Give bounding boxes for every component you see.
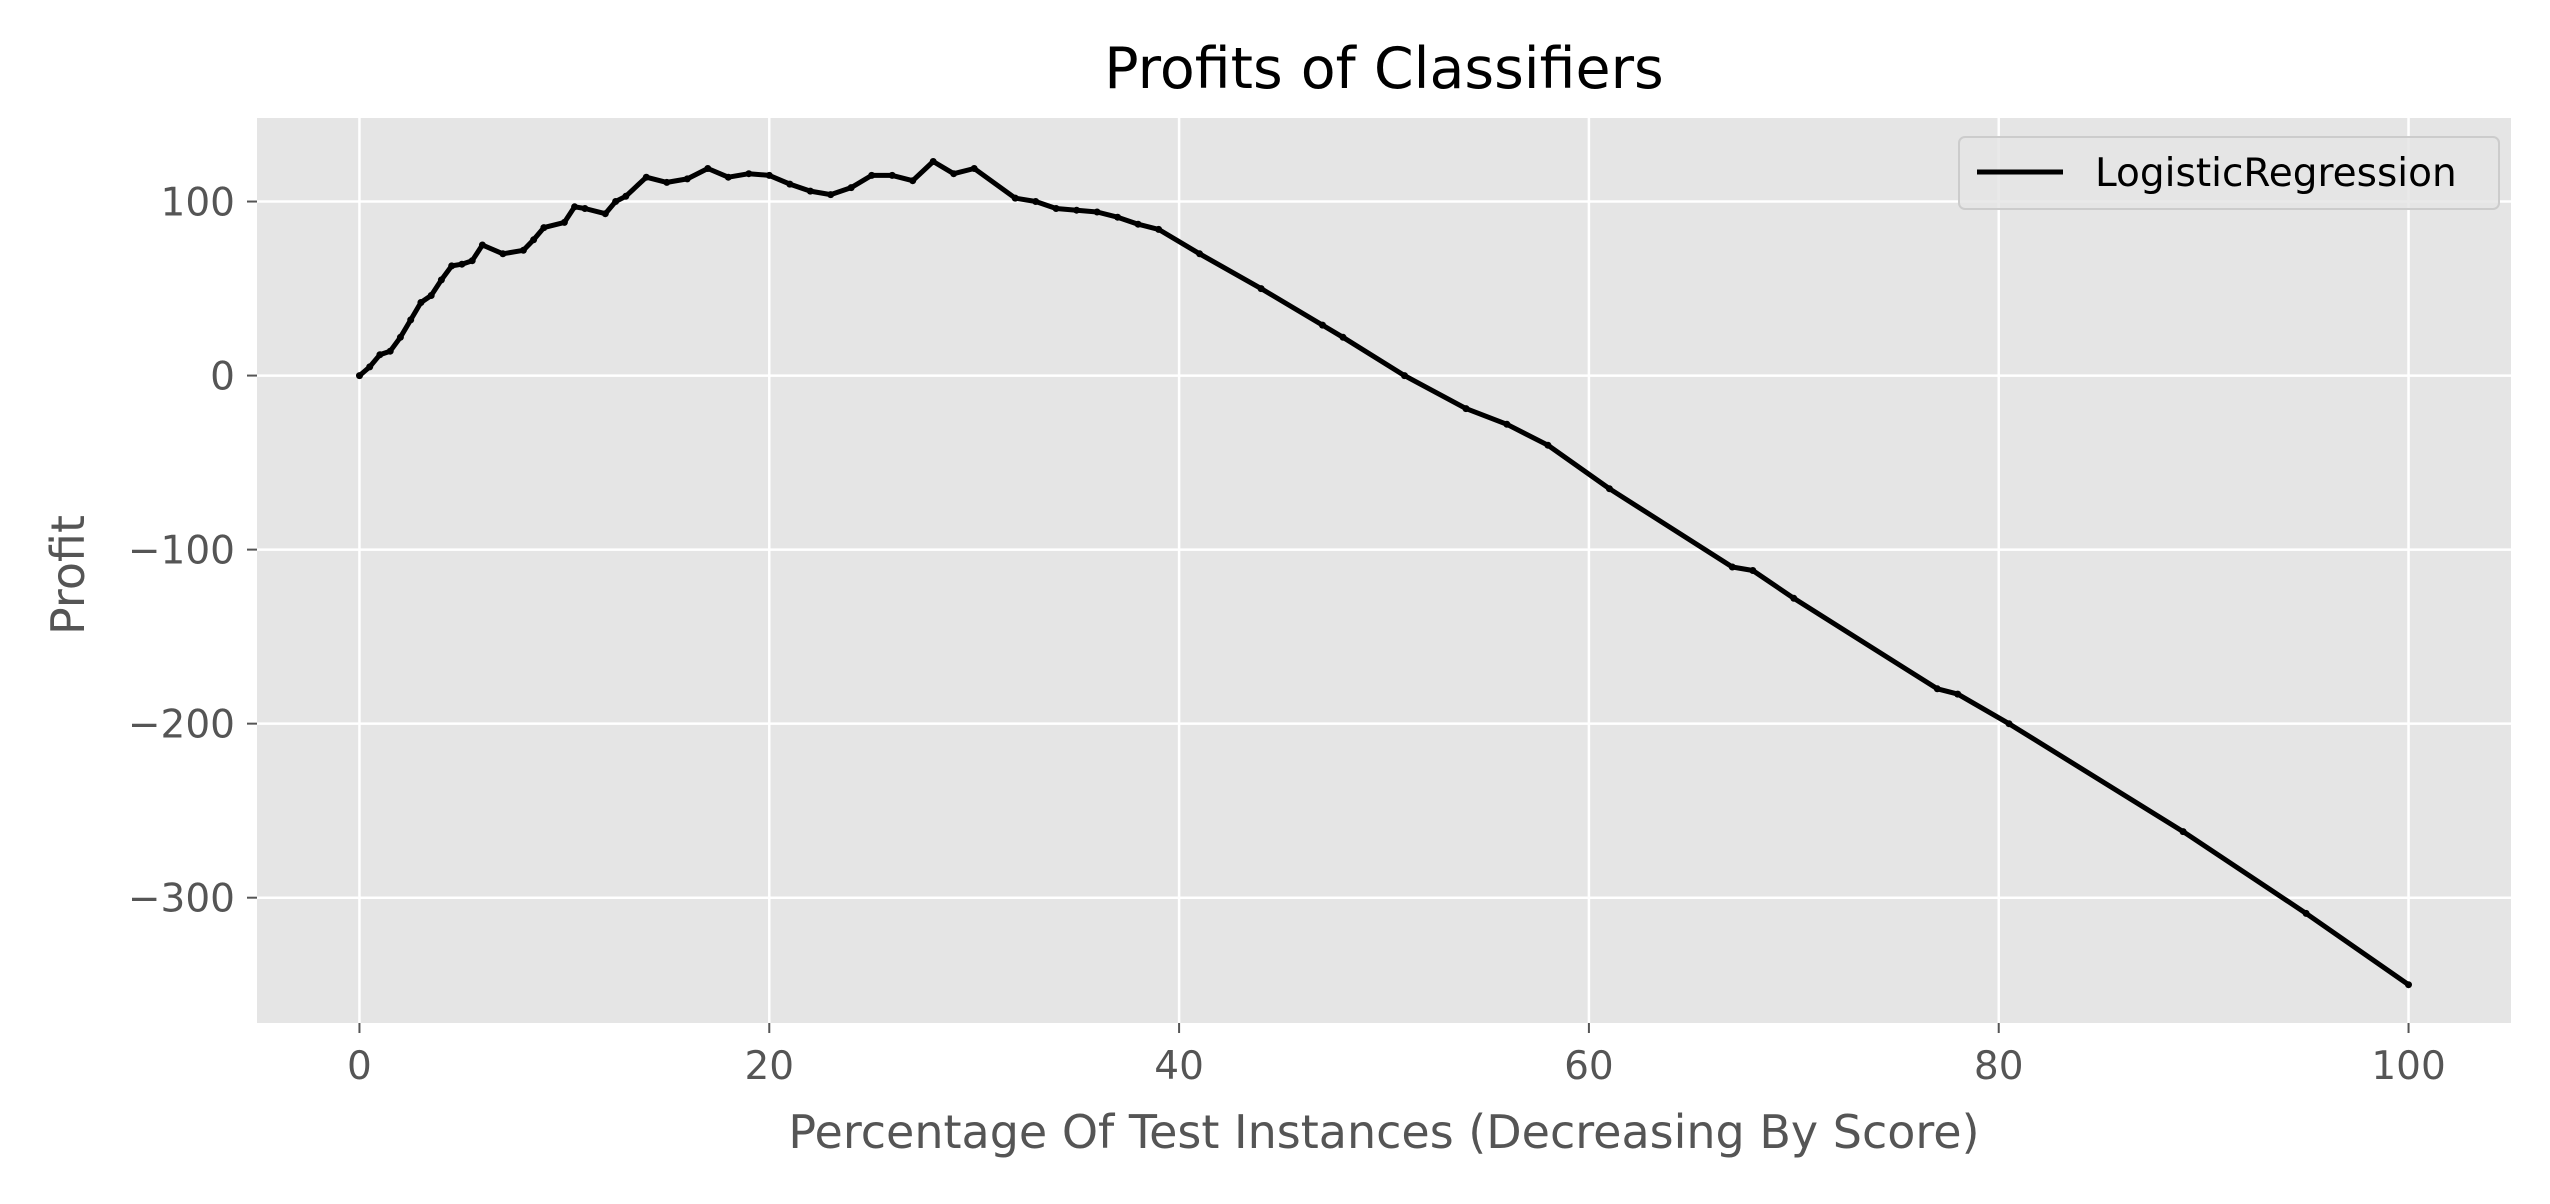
data-point xyxy=(2005,720,2013,728)
data-point xyxy=(356,372,363,380)
data-point xyxy=(1954,690,1962,698)
y-tick-label: −100 xyxy=(128,529,235,574)
plot-area xyxy=(257,118,2511,1023)
data-point xyxy=(601,210,609,218)
data-point xyxy=(1749,567,1757,574)
data-point xyxy=(683,175,691,183)
data-point xyxy=(765,171,773,179)
data-point xyxy=(909,177,917,185)
x-tick-label: 20 xyxy=(744,1044,794,1089)
x-tick-label: 0 xyxy=(347,1044,372,1089)
data-point xyxy=(519,246,527,254)
data-point xyxy=(827,191,835,199)
data-point xyxy=(1052,205,1060,212)
data-point xyxy=(1339,333,1347,341)
data-point xyxy=(1196,250,1204,258)
y-tick-label: 100 xyxy=(161,181,235,226)
data-point xyxy=(1462,405,1470,413)
data-point xyxy=(540,224,548,232)
y-tick-label: −300 xyxy=(128,877,235,922)
data-point xyxy=(612,198,620,205)
data-point xyxy=(1605,485,1613,493)
data-point xyxy=(847,184,855,192)
data-point xyxy=(868,171,876,179)
x-tick-label: 40 xyxy=(1154,1044,1204,1089)
data-point xyxy=(560,218,568,226)
data-point xyxy=(1933,685,1941,693)
data-point xyxy=(806,187,814,195)
data-point xyxy=(1093,208,1101,216)
data-point xyxy=(622,192,630,200)
data-point xyxy=(458,260,466,268)
data-point xyxy=(704,165,712,172)
data-point xyxy=(478,241,486,249)
data-point xyxy=(929,158,937,165)
series-layer xyxy=(356,158,2412,989)
data-point xyxy=(366,363,374,371)
data-point xyxy=(1790,594,1798,602)
axis-ticks: 0 20 40 60 80 100 100 0 −100 −200 −300 xyxy=(128,181,2446,1089)
data-point xyxy=(427,292,435,299)
x-tick-label: 100 xyxy=(2371,1044,2445,1089)
data-point xyxy=(2405,981,2412,989)
data-point xyxy=(1155,225,1163,233)
data-point xyxy=(642,173,650,181)
x-tick-label: 60 xyxy=(1564,1044,1614,1089)
data-point xyxy=(571,203,579,211)
y-tick-label: 0 xyxy=(210,355,235,400)
data-point xyxy=(1011,194,1019,202)
data-point xyxy=(888,171,896,179)
data-point xyxy=(1257,285,1265,293)
data-point xyxy=(724,173,732,181)
chart-title: Profits of Classifiers xyxy=(1104,36,1663,102)
data-point xyxy=(1134,220,1142,228)
data-point xyxy=(1114,213,1122,221)
legend-label: LogisticRegression xyxy=(2095,151,2457,196)
data-point xyxy=(386,347,394,355)
legend-box xyxy=(1958,136,2500,210)
data-point xyxy=(786,180,794,188)
legend: LogisticRegression xyxy=(1958,136,2500,210)
data-point xyxy=(468,257,476,265)
y-tick-label: −200 xyxy=(128,703,235,748)
data-point xyxy=(376,351,384,359)
data-point xyxy=(1544,441,1552,449)
data-point xyxy=(1073,206,1081,214)
data-point xyxy=(530,236,538,244)
data-point xyxy=(417,299,425,306)
data-point xyxy=(396,333,404,341)
y-axis-label: Profit xyxy=(41,515,95,635)
data-point xyxy=(1032,198,1040,205)
data-point xyxy=(437,276,445,284)
data-point xyxy=(1503,420,1511,428)
data-point xyxy=(407,316,415,324)
x-axis-label: Percentage Of Test Instances (Decreasing… xyxy=(788,1105,1979,1159)
data-point xyxy=(745,170,753,178)
data-point xyxy=(1728,563,1736,571)
x-tick-label: 80 xyxy=(1974,1044,2024,1089)
data-point xyxy=(448,262,456,270)
data-point xyxy=(581,205,589,212)
data-point xyxy=(970,165,978,172)
data-point xyxy=(2302,909,2310,917)
data-point xyxy=(1319,321,1326,329)
data-point xyxy=(663,178,671,186)
data-point xyxy=(1401,372,1408,380)
data-point xyxy=(950,170,958,178)
data-point xyxy=(2179,828,2187,836)
data-point xyxy=(499,250,507,258)
